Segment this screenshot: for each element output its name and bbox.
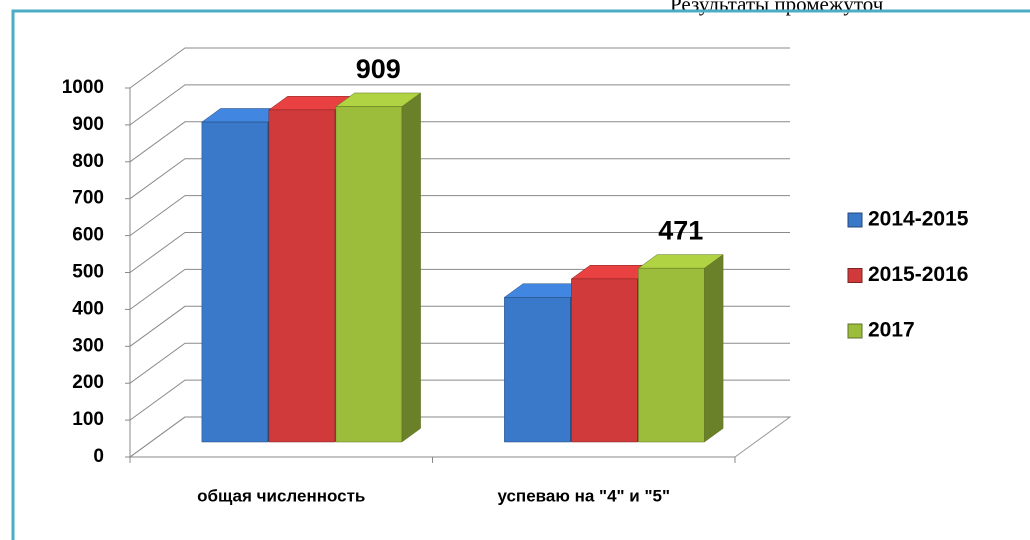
y-tick-label: 600 [72, 225, 104, 246]
y-tick-label: 300 [72, 335, 104, 356]
legend-label: 2017 [868, 319, 915, 342]
y-tick-label: 800 [72, 151, 104, 172]
legend-label: 2015-2016 [868, 263, 968, 286]
legend-label: 2014-2015 [868, 208, 969, 231]
y-tick-label: 200 [72, 372, 104, 393]
bar-face [201, 121, 269, 443]
bar-face [704, 254, 724, 443]
x-tick-label: успеваю на "4" и "5" [497, 486, 670, 505]
grid-line [129, 47, 790, 89]
y-tick-label: 500 [72, 262, 104, 283]
bar-face [504, 297, 571, 443]
bar [637, 254, 724, 443]
bar [335, 92, 422, 443]
legend-swatch [847, 323, 863, 339]
bar-face [335, 106, 403, 443]
frame [11, 9, 1030, 540]
bar-face [638, 267, 705, 443]
bar-face [268, 109, 336, 443]
legend-swatch [847, 268, 863, 283]
x-tick-label: общая численность [197, 486, 365, 505]
y-tick-label: 900 [72, 114, 104, 135]
bar-face [401, 92, 421, 443]
y-tick-label: 0 [93, 446, 104, 467]
legend-swatch [847, 212, 863, 228]
grid-line [129, 121, 790, 163]
grid-line [129, 158, 790, 200]
y-tick-label: 100 [72, 409, 104, 430]
y-tick-label: 700 [72, 188, 104, 209]
y-tick-label: 400 [72, 298, 104, 319]
bar-face [571, 278, 638, 443]
grid-line [129, 84, 790, 126]
grid-line [129, 232, 790, 273]
data-label: 909 [356, 54, 401, 84]
y-tick-label: 1000 [62, 77, 104, 98]
data-label: 471 [658, 216, 703, 246]
grid-line [129, 195, 790, 237]
